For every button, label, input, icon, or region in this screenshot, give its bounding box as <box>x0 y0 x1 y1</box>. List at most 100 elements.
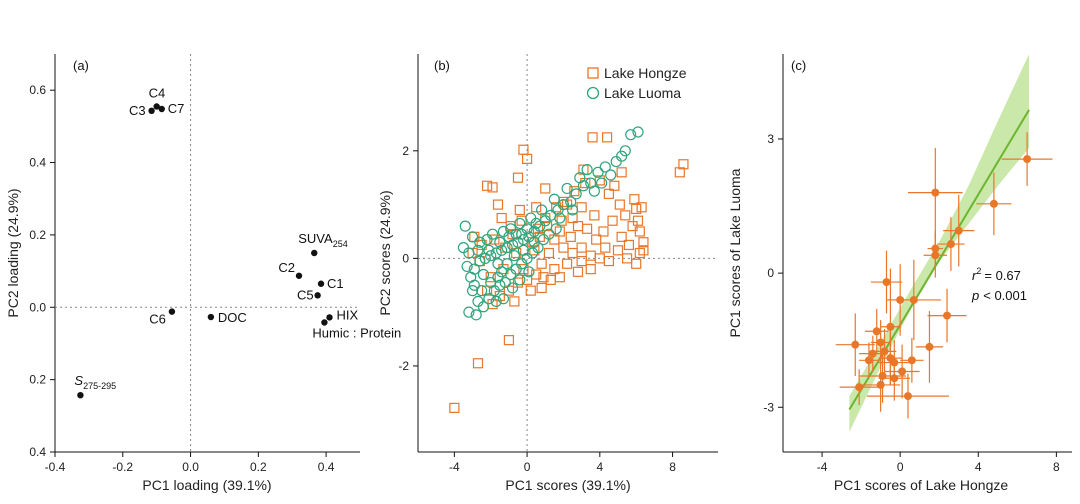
panel-b-point-lake-luoma <box>537 233 550 246</box>
panel-a-x-tick-label: 0.4 <box>318 460 335 474</box>
panel-b-point-lake-hongze <box>634 226 645 237</box>
panel-c-point <box>864 356 873 365</box>
panel-b-point-lake-luoma <box>483 244 495 256</box>
panel-c-label: (c) <box>791 58 806 73</box>
panel-a-point <box>207 313 215 321</box>
panel-b-point-lake-luoma <box>459 220 471 232</box>
panel-c-y-label: PC1 scores of Lake Luoma <box>727 168 743 337</box>
panel-c-y-tick-label: 3 <box>767 132 774 146</box>
panel-c-point-with-error <box>859 342 879 379</box>
panel-c-confidence-area <box>849 54 1030 432</box>
panel-c-point <box>989 199 998 208</box>
panel-b-point-lake-hongze <box>536 258 547 269</box>
panel-b-point-lake-hongze <box>629 194 640 205</box>
panel-b-point-lake-hongze <box>503 335 515 346</box>
panel-b-point-lake-hongze <box>467 247 478 259</box>
panel-b-x-tick-label: 0 <box>524 460 531 474</box>
panel-b-point-lake-hongze <box>567 212 578 224</box>
panel-b-point-lake-hongze <box>623 239 635 251</box>
panel-b-point-lake-luoma <box>599 161 611 173</box>
panel-b-point-lake-luoma <box>506 282 519 294</box>
panel-b-point-lake-luoma <box>501 258 513 270</box>
panel-c-point-with-error <box>861 358 901 412</box>
panel-b-point-lake-luoma <box>463 247 475 259</box>
panel-b-point-lake-luoma <box>539 215 551 227</box>
panel-b-point-lake-hongze <box>612 245 624 256</box>
panel-b-point-lake-luoma <box>476 285 488 297</box>
panel-c-point <box>931 188 940 197</box>
panel-b-point-lake-luoma <box>574 172 586 184</box>
panel-c-point-with-error <box>870 250 903 314</box>
panel-b-point-lake-luoma <box>497 293 510 305</box>
panel-b-point-lake-luoma <box>499 276 511 289</box>
panel-a-x-label: PC1 loading (39.1%) <box>142 477 271 493</box>
panel-b-point-lake-hongze <box>634 247 645 259</box>
panel-c-regression-line <box>848 109 1030 411</box>
panel-b-point-lake-hongze <box>449 402 460 413</box>
panel-b-y-tick-label: 2 <box>402 144 409 158</box>
panel-b-x-ticks: -4 0 4 8 <box>449 452 676 474</box>
panel-b-point-lake-luoma <box>545 209 557 221</box>
panel-b: (b) -4 0 4 8 -2 0 2 Lake Hongze Lake Luoma PC… <box>377 54 718 493</box>
panel-b-point-lake-luoma <box>605 169 617 181</box>
panel-b-point-lake-luoma <box>516 228 528 240</box>
panel-b-point-lake-luoma <box>457 242 470 254</box>
panel-b-x-label: PC1 scores (39.1%) <box>505 477 630 493</box>
panel-c-x-tick-label: 0 <box>897 460 904 474</box>
panel-b-point-lake-hongze <box>551 202 562 213</box>
panel-a-y-tick-label: 0.6 <box>29 83 46 97</box>
panel-b-point-lake-luoma <box>510 228 522 240</box>
panel-c-x-tick-label: 8 <box>1053 460 1060 474</box>
panel-b-point-lake-luoma <box>490 295 502 308</box>
panel-b-point-lake-luoma <box>516 258 528 270</box>
panel-b-point-lake-hongze <box>561 258 573 269</box>
panel-b-y-label: PC2 scores (24.9%) <box>377 190 393 315</box>
panel-c-point <box>855 383 864 392</box>
panel-b-point-lake-hongze <box>531 202 542 213</box>
panel-b-point-lake-luoma <box>610 155 622 168</box>
panel-b-point-lake-hongze <box>556 215 567 226</box>
panel-b-point-lake-hongze <box>638 237 649 248</box>
panel-b-point-lake-hongze <box>636 202 647 213</box>
panel-b-point-lake-hongze <box>620 210 631 221</box>
panel-c-point-with-error <box>927 230 944 267</box>
legend-marker-lake-hongze <box>587 67 599 79</box>
panel-b-point-lake-luoma <box>596 177 608 189</box>
panel-b-series-lake-luoma <box>457 126 644 321</box>
panel-b-y-tick-label: 0 <box>402 251 409 265</box>
panel-c-point <box>880 347 889 356</box>
panel-b-points <box>449 126 689 413</box>
panel-b-x-tick-label: 8 <box>669 460 676 474</box>
panel-b-point-lake-hongze <box>554 226 565 237</box>
panel-c-x-ticks: -4 0 4 8 <box>817 452 1060 474</box>
legend-marker-lake-luoma <box>586 86 600 100</box>
panel-b-point-lake-hongze <box>518 264 529 275</box>
panel-b-point-lake-luoma <box>514 217 526 230</box>
panel-c-points <box>835 132 1053 419</box>
panel-b-point-lake-hongze <box>603 255 615 267</box>
panel-c-point-with-error <box>886 259 942 341</box>
panel-b-point-lake-luoma <box>472 295 484 308</box>
panel-b-point-lake-hongze <box>576 242 587 253</box>
panel-a-point <box>314 292 321 299</box>
panel-b-point-lake-hongze <box>481 180 493 191</box>
panel-b-point-lake-hongze <box>492 199 504 210</box>
panel-b-point-lake-luoma <box>474 236 486 248</box>
panel-b-point-lake-hongze <box>487 182 498 193</box>
panel-a-point-label: C4 <box>149 85 166 100</box>
panel-c-point-with-error <box>835 313 875 376</box>
panel-b-point-lake-hongze <box>609 180 620 191</box>
panel-b-point-lake-hongze <box>581 223 593 234</box>
panel-c-fit-line <box>848 109 1030 411</box>
panel-a-point-label: C3 <box>129 103 146 118</box>
panel-b-point-lake-luoma <box>496 244 508 256</box>
panel-c-point <box>886 322 895 331</box>
panel-c-point-with-error <box>878 355 910 401</box>
panel-c-x-tick-label: 4 <box>975 460 982 474</box>
panel-c-point-with-error <box>865 308 889 354</box>
panel-b-point-lake-luoma <box>530 217 542 230</box>
legend-label-lake-luoma: Lake Luoma <box>604 85 681 101</box>
panel-b-point-lake-luoma <box>494 236 506 248</box>
panel-b-point-lake-luoma <box>588 185 600 197</box>
